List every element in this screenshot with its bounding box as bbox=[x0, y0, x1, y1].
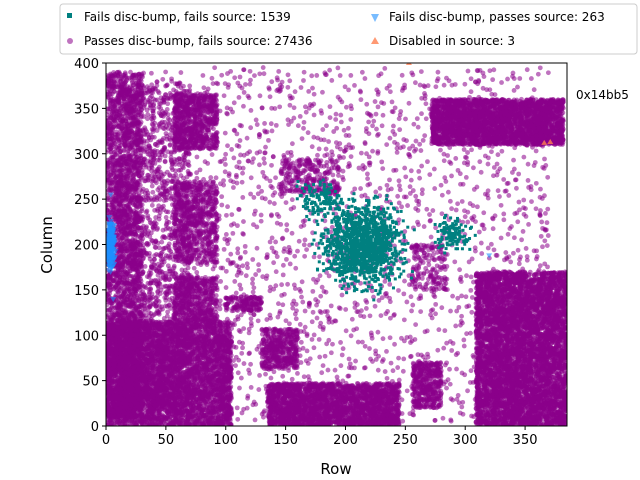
point-passes-disc-bump bbox=[224, 348, 230, 354]
legend-entry-3[interactable]: Fails disc-bump, passes source: 263 bbox=[371, 10, 605, 24]
legend-marker-circle bbox=[67, 38, 73, 44]
point-passes-disc-bump bbox=[189, 422, 195, 426]
point-passes-disc-bump bbox=[198, 379, 204, 384]
legend-label-1: Fails disc-bump, fails source: 1539 bbox=[84, 10, 291, 24]
legend-label-3: Fails disc-bump, passes source: 263 bbox=[389, 10, 605, 24]
point-passes-disc-bump bbox=[199, 398, 204, 404]
point-passes-disc-bump bbox=[211, 375, 217, 381]
point-passes-disc-bump bbox=[214, 366, 220, 371]
point-passes-disc-bump bbox=[191, 396, 197, 402]
point-passes-disc-bump bbox=[188, 387, 194, 393]
point-passes-disc-bump bbox=[195, 415, 201, 421]
legend-label-4: Disabled in source: 3 bbox=[389, 34, 515, 48]
point-passes-disc-bump bbox=[204, 394, 210, 400]
point-passes-disc-bump bbox=[213, 422, 219, 426]
point-passes-disc-bump bbox=[197, 348, 202, 354]
legend-marker-triangle-up bbox=[371, 37, 379, 44]
point-passes-disc-bump bbox=[199, 333, 205, 339]
point-passes-disc-bump bbox=[227, 333, 233, 339]
legend-marker-square bbox=[67, 13, 72, 18]
point-passes-disc-bump bbox=[219, 413, 224, 419]
legend-label-2: Passes disc-bump, fails source: 27436 bbox=[84, 34, 313, 48]
point-passes-disc-bump bbox=[226, 421, 231, 426]
legend-marker-triangle-down bbox=[371, 14, 379, 22]
point-passes-disc-bump bbox=[203, 379, 209, 384]
point-passes-disc-bump bbox=[203, 416, 209, 421]
point-passes-disc-bump bbox=[215, 357, 221, 362]
point-passes-disc-bump bbox=[197, 394, 203, 399]
legend-entry-2[interactable]: Passes disc-bump, fails source: 27436 bbox=[67, 34, 313, 48]
point-passes-disc-bump bbox=[176, 414, 182, 420]
point-passes-disc-bump bbox=[196, 410, 201, 415]
point-passes-disc-bump bbox=[211, 330, 216, 336]
point-passes-disc-bump bbox=[157, 419, 163, 425]
point-passes-disc-bump bbox=[193, 328, 199, 334]
point-passes-disc-bump bbox=[162, 417, 168, 423]
legend: Fails disc-bump, fails source: 1539 Pass… bbox=[59, 3, 638, 55]
point-passes-disc-bump bbox=[123, 417, 129, 423]
point-passes-disc-bump bbox=[150, 422, 156, 426]
legend-entry-4[interactable]: Disabled in source: 3 bbox=[371, 34, 515, 48]
point-passes-disc-bump bbox=[112, 420, 118, 426]
point-passes-disc-bump bbox=[173, 418, 178, 424]
point-passes-disc-bump bbox=[180, 422, 185, 426]
legend-entry-1[interactable]: Fails disc-bump, fails source: 1539 bbox=[67, 10, 291, 24]
point-passes-disc-bump bbox=[208, 389, 214, 395]
point-passes-disc-bump bbox=[133, 423, 139, 426]
point-passes-disc-bump bbox=[144, 419, 149, 425]
point-passes-disc-bump bbox=[204, 385, 210, 391]
point-passes-disc-bump bbox=[218, 331, 224, 337]
point-passes-disc-bump bbox=[205, 420, 211, 426]
point-passes-disc-bump bbox=[189, 400, 194, 406]
point-passes-disc-bump bbox=[206, 406, 212, 411]
point-passes-disc-bump bbox=[226, 385, 232, 390]
point-passes-disc-bump bbox=[219, 420, 225, 425]
point-passes-disc-bump bbox=[138, 420, 144, 425]
legend-frame bbox=[59, 3, 638, 55]
point-passes-disc-bump bbox=[215, 377, 221, 383]
point-passes-disc-bump bbox=[107, 418, 113, 424]
plot-points bbox=[106, 63, 567, 426]
